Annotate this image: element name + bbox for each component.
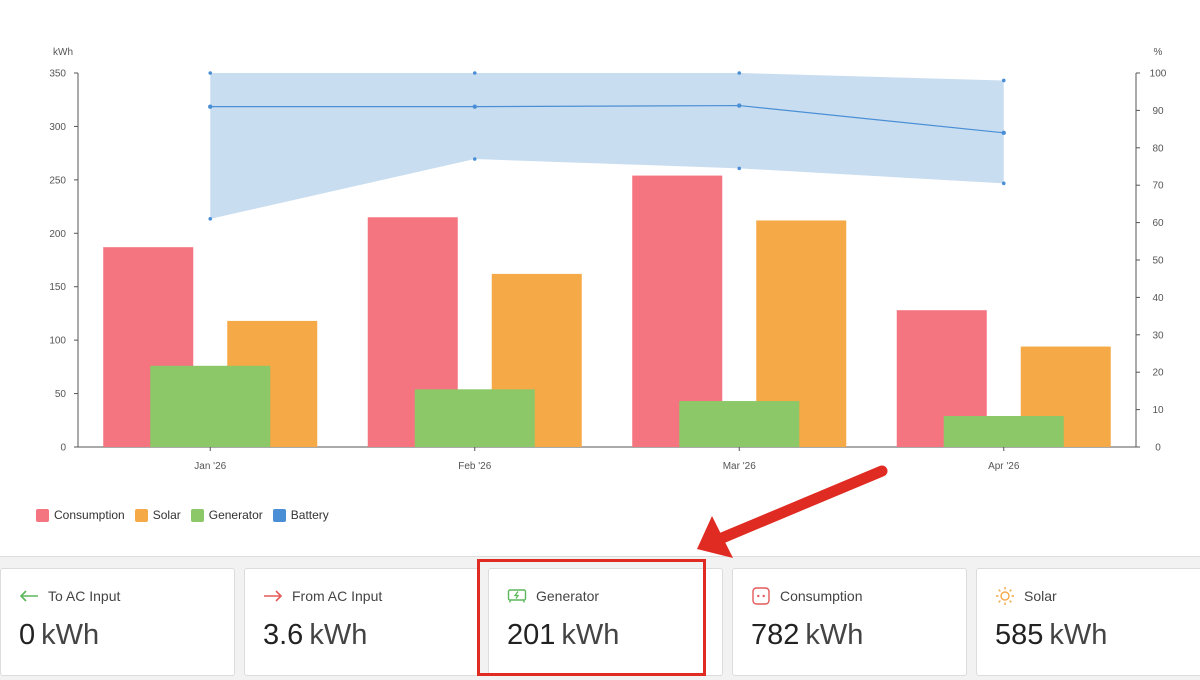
stat-value: 201 — [507, 619, 556, 651]
battery-avg-line — [210, 104, 1004, 134]
y-left-tick-label: 100 — [49, 336, 66, 347]
generator-icon — [507, 587, 527, 605]
stat-value-row: 201 kWh — [507, 619, 619, 652]
legend-swatch-battery — [272, 508, 286, 522]
x-tick-label: Apr '26 — [988, 461, 1020, 472]
stat-label: Generator — [536, 588, 600, 604]
stat-value-row: 3.6 kWh — [263, 619, 367, 652]
battery-avg-point — [472, 104, 477, 109]
bar-generator — [150, 365, 271, 447]
stat-value: 782 — [751, 619, 800, 651]
stat-label: Solar — [1024, 588, 1057, 604]
bar-generator — [943, 416, 1064, 447]
y-left-tick-label: 250 — [49, 175, 66, 186]
stat-unit: kWh — [805, 619, 864, 651]
battery-avg-point — [737, 103, 742, 108]
legend-swatch-solar — [134, 508, 148, 522]
stat-label: From AC Input — [292, 588, 383, 604]
arrow-right-icon — [263, 587, 283, 605]
y-right-tick-label: 10 — [1152, 405, 1164, 416]
stat-label: Consumption — [780, 588, 863, 604]
stat-unit: kWh — [1049, 619, 1108, 651]
stat-value: 0 — [19, 619, 36, 651]
legend-label-battery: Battery — [290, 508, 329, 522]
stat-unit: kWh — [41, 619, 100, 651]
battery-min-point — [472, 157, 477, 161]
legend-label-generator: Generator — [208, 508, 263, 522]
battery-max-point — [208, 71, 213, 75]
y-left-tick-label: 150 — [49, 282, 66, 293]
legend-swatch-consumption — [36, 508, 49, 522]
stat-unit: kWh — [309, 619, 368, 651]
battery-max-point — [1001, 78, 1006, 83]
outlet-icon — [751, 587, 771, 605]
battery-avg-point — [208, 104, 213, 109]
y-right-tick-label: 0 — [1155, 443, 1161, 454]
stat-value-row: 0 kWh — [19, 619, 99, 652]
y-right-tick-label: 30 — [1152, 330, 1164, 341]
y-right-tick-label: 40 — [1152, 293, 1164, 304]
stat-value-row: 585 kWh — [995, 619, 1107, 652]
x-tick-label: Feb '26 — [458, 461, 491, 472]
energy-chart: kWh % 0 50 100 150 200 250 300 350 0 10 20 30 40 50 60 70… — [49, 47, 1167, 472]
y-left-tick-label: 200 — [49, 229, 66, 240]
y-right-tick-label: 100 — [1150, 69, 1167, 80]
stat-card-generator: Generator 201 kWh — [488, 568, 723, 676]
bar-generator — [679, 401, 800, 447]
x-tick-label: Mar '26 — [723, 461, 756, 472]
stat-label: To AC Input — [48, 588, 121, 604]
y-right-tick-label: 60 — [1152, 218, 1164, 229]
battery-range-band — [210, 73, 1004, 219]
legend-item-solar[interactable]: Solar — [134, 508, 181, 522]
y-right-tick-label: 70 — [1152, 181, 1164, 192]
stat-value-row: 782 kWh — [751, 619, 863, 652]
battery-min-point — [737, 166, 742, 171]
stat-card-to-ac-input: To AC Input 0 kWh — [0, 568, 235, 676]
y-axis-left-label: kWh — [53, 47, 73, 58]
battery-min-point — [208, 217, 213, 221]
stat-value: 585 — [995, 619, 1044, 651]
sun-icon — [995, 587, 1015, 605]
bar-generator — [414, 389, 535, 447]
y-right-tick-label: 80 — [1152, 143, 1164, 154]
battery-min-point — [1001, 181, 1006, 186]
y-left-tick-label: 350 — [49, 69, 66, 80]
battery-avg-point — [1001, 130, 1006, 136]
battery-max-point — [737, 71, 742, 75]
stat-unit: kWh — [561, 619, 620, 651]
y-left-tick-label: 300 — [49, 122, 66, 133]
battery-max-point — [472, 71, 477, 75]
y-left-tick-label: 50 — [55, 389, 67, 400]
chart-legend: Consumption Solar Generator Battery — [36, 508, 329, 522]
stat-card-from-ac-input: From AC Input 3.6 kWh — [244, 568, 479, 676]
legend-item-battery[interactable]: Battery — [272, 508, 329, 522]
stat-value: 3.6 — [263, 619, 304, 651]
arrow-left-icon — [19, 587, 39, 605]
y-right-tick-label: 50 — [1152, 256, 1164, 267]
y-right-tick-label: 90 — [1152, 106, 1164, 117]
legend-swatch-generator — [190, 508, 204, 522]
stat-card-consumption: Consumption 782 kWh — [732, 568, 967, 676]
legend-item-consumption[interactable]: Consumption — [36, 508, 125, 522]
y-left-tick-label: 0 — [60, 443, 66, 454]
stat-card-solar: Solar 585 kWh — [976, 568, 1200, 676]
legend-item-generator[interactable]: Generator — [190, 508, 263, 522]
chart-card: kWh% 0 50 100 150 200 250 300 350 0 10 20 30 40 50 60 70… — [0, 0, 1200, 557]
legend-label-solar: Solar — [152, 508, 181, 522]
legend-label-consumption: Consumption — [54, 508, 125, 522]
x-tick-label: Jan '26 — [194, 461, 226, 472]
y-axis-right-label: % — [1154, 47, 1163, 58]
y-right-tick-label: 20 — [1152, 368, 1164, 379]
